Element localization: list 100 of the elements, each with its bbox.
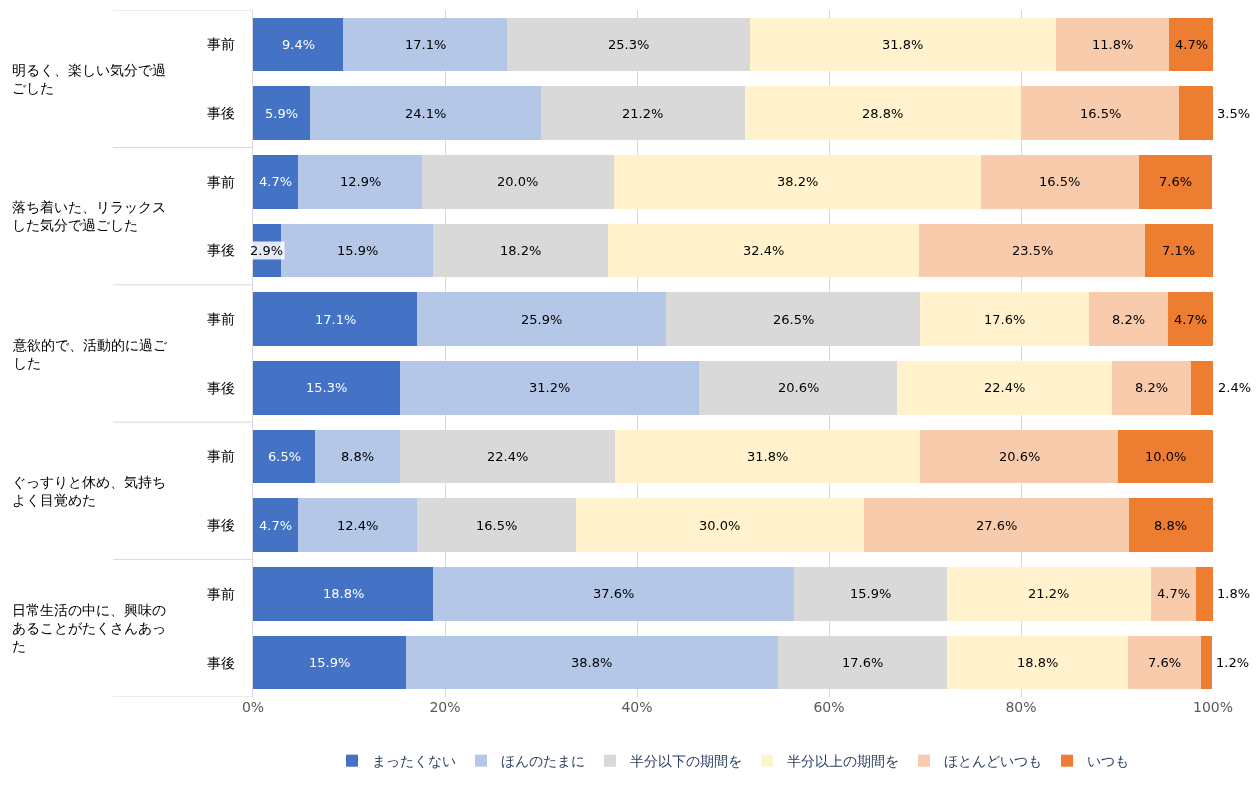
data-label: 4.7% [1157,586,1191,601]
legend-label: 半分以下の期間を [630,753,742,770]
data-label: 6.5% [268,449,302,464]
data-label: 30.0% [699,518,741,533]
data-label: 25.3% [608,37,650,52]
y-tick-label: 事後 [207,379,236,396]
bar [1139,154,1213,209]
x-tick-label: 80% [1005,699,1037,715]
data-label: 31.8% [747,449,789,464]
bar [920,292,1090,346]
bar [980,154,1140,209]
data-label: 15.9% [850,586,892,601]
y-tick-label: 事後 [207,654,236,671]
text: 落ち着いた、リラックスした気分で過ごした [12,199,166,234]
data-label: 15.3% [306,380,348,395]
bar [298,154,422,209]
bar [1200,635,1213,690]
data-label: 4.7% [259,518,293,533]
data-label: 26.5% [773,312,815,327]
x-tick-label: 20% [429,699,461,715]
data-label: 5.9% [265,106,299,121]
data-label: 32.4% [743,243,785,258]
data-label: 2.4% [1218,380,1252,395]
y-tick-label: 事後 [207,242,236,259]
data-label: 12.9% [340,174,382,189]
bar [1128,498,1213,553]
x-tick-label: 40% [621,699,653,715]
text: 意欲的で、活動的に過ごした [12,337,168,372]
bar [863,498,1129,553]
data-label: 7.6% [1148,655,1182,670]
data-label: 12.4% [337,518,379,533]
bar [253,86,310,140]
bar [253,498,299,553]
data-label: 20.6% [999,449,1041,464]
bar [253,17,344,72]
bar [1117,429,1213,484]
legend-label: ほんのたまに [501,753,585,770]
data-label: 4.7% [259,174,293,189]
bar [920,429,1118,484]
bar [315,429,400,484]
x-tick-label: 100% [1192,699,1234,715]
bar [1021,86,1180,140]
data-label: 31.8% [882,37,924,52]
data-label: 16.5% [1039,174,1081,189]
x-tick-label: 60% [813,699,845,715]
bar [253,154,299,209]
bar [608,223,920,278]
bar [405,635,779,690]
y-tick-label: 事前 [207,36,236,53]
y-tick-label: 事後 [207,104,236,121]
legend-label: まったくない [372,753,456,770]
data-label: 4.7% [1174,312,1208,327]
data-label: 8.8% [1154,518,1188,533]
data-label: 27.6% [976,518,1018,533]
bar [253,429,316,484]
bar [253,361,400,415]
bar [253,635,406,690]
x-tick-label: 0% [241,699,265,715]
data-label: 15.9% [309,655,351,670]
bar [417,292,666,346]
bar [897,361,1113,415]
data-label: 20.6% [778,380,820,395]
bar [399,361,700,415]
bar [613,154,981,209]
bar [1168,17,1213,72]
data-label: 38.2% [777,174,819,189]
y-tick-label: 事前 [207,173,236,190]
bar [343,17,508,72]
data-label: 37.6% [593,586,635,601]
data-label: 16.5% [476,518,518,533]
data-label: 7.1% [1162,243,1196,258]
data-label: 22.4% [984,380,1026,395]
legend-label: 半分以上の期間を [787,753,899,770]
data-label: 9.4% [282,37,316,52]
bar [298,498,418,553]
data-label: 28.8% [862,106,904,121]
bar [253,292,418,346]
bar [1089,292,1168,346]
data-label: 21.2% [622,106,664,121]
data-label: 38.8% [571,655,613,670]
text: 明るく、楽しい気分で過ごした [12,62,166,97]
data-label: 16.5% [1080,106,1122,121]
data-label: 11.8% [1092,37,1134,52]
data-label: 21.2% [1028,586,1070,601]
data-label: 7.6% [1159,174,1193,189]
data-label: 24.1% [405,106,447,121]
data-label: 17.6% [984,312,1026,327]
bar [614,429,921,484]
data-label: 8.8% [341,449,375,464]
bar [575,498,864,553]
data-label: 17.6% [842,655,884,670]
legend-label: いつも [1087,753,1129,770]
data-label: 4.7% [1175,37,1209,52]
data-label: 8.2% [1135,380,1169,395]
y-tick-label: 事前 [207,311,236,328]
data-label: 18.2% [500,243,542,258]
bar [1144,223,1213,278]
bar [1195,567,1213,621]
data-label: 18.8% [1017,655,1059,670]
data-label: 15.9% [337,243,379,258]
